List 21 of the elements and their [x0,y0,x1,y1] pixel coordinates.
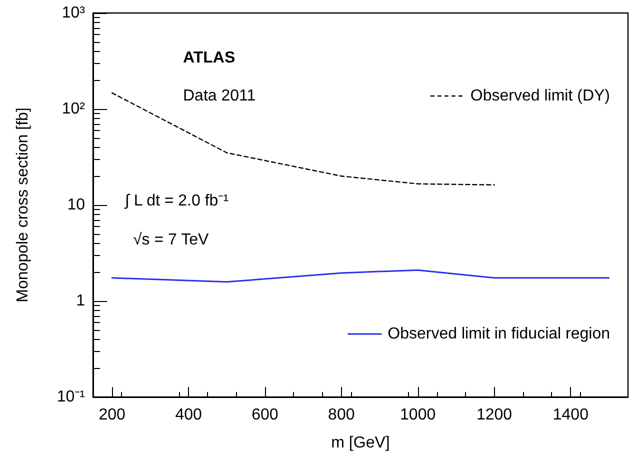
x-tick-label: 600 [252,406,278,424]
x-tick-label: 1200 [476,406,512,424]
legend-label: Observed limit in fiducial region [388,326,610,342]
y-tick-label: 10⁻¹ [56,388,85,406]
y-tick-label: 10³ [62,4,86,22]
legend-label: Observed limit (DY) [470,88,610,104]
annotation: √s = 7 TeV [133,232,209,248]
x-tick-label: 200 [98,406,126,424]
x-tick-label: 800 [328,406,355,424]
x-tick-label: 400 [175,406,202,424]
annotation: Data 2011 [183,88,256,104]
x-tick-label: 1000 [400,406,436,424]
y-tick-label: 10 [67,196,86,214]
y-axis-title: Monopole cross section [fb] [14,108,32,302]
x-tick-label: 1400 [552,406,589,424]
annotation: ATLAS [183,50,236,66]
y-tick-label: 1 [76,292,86,310]
annotation: ∫ L dt = 2.0 fb⁻¹ [124,192,229,210]
line-series [111,269,610,283]
x-axis-title: m [GeV] [331,434,390,452]
y-tick-label: 10² [62,100,86,118]
